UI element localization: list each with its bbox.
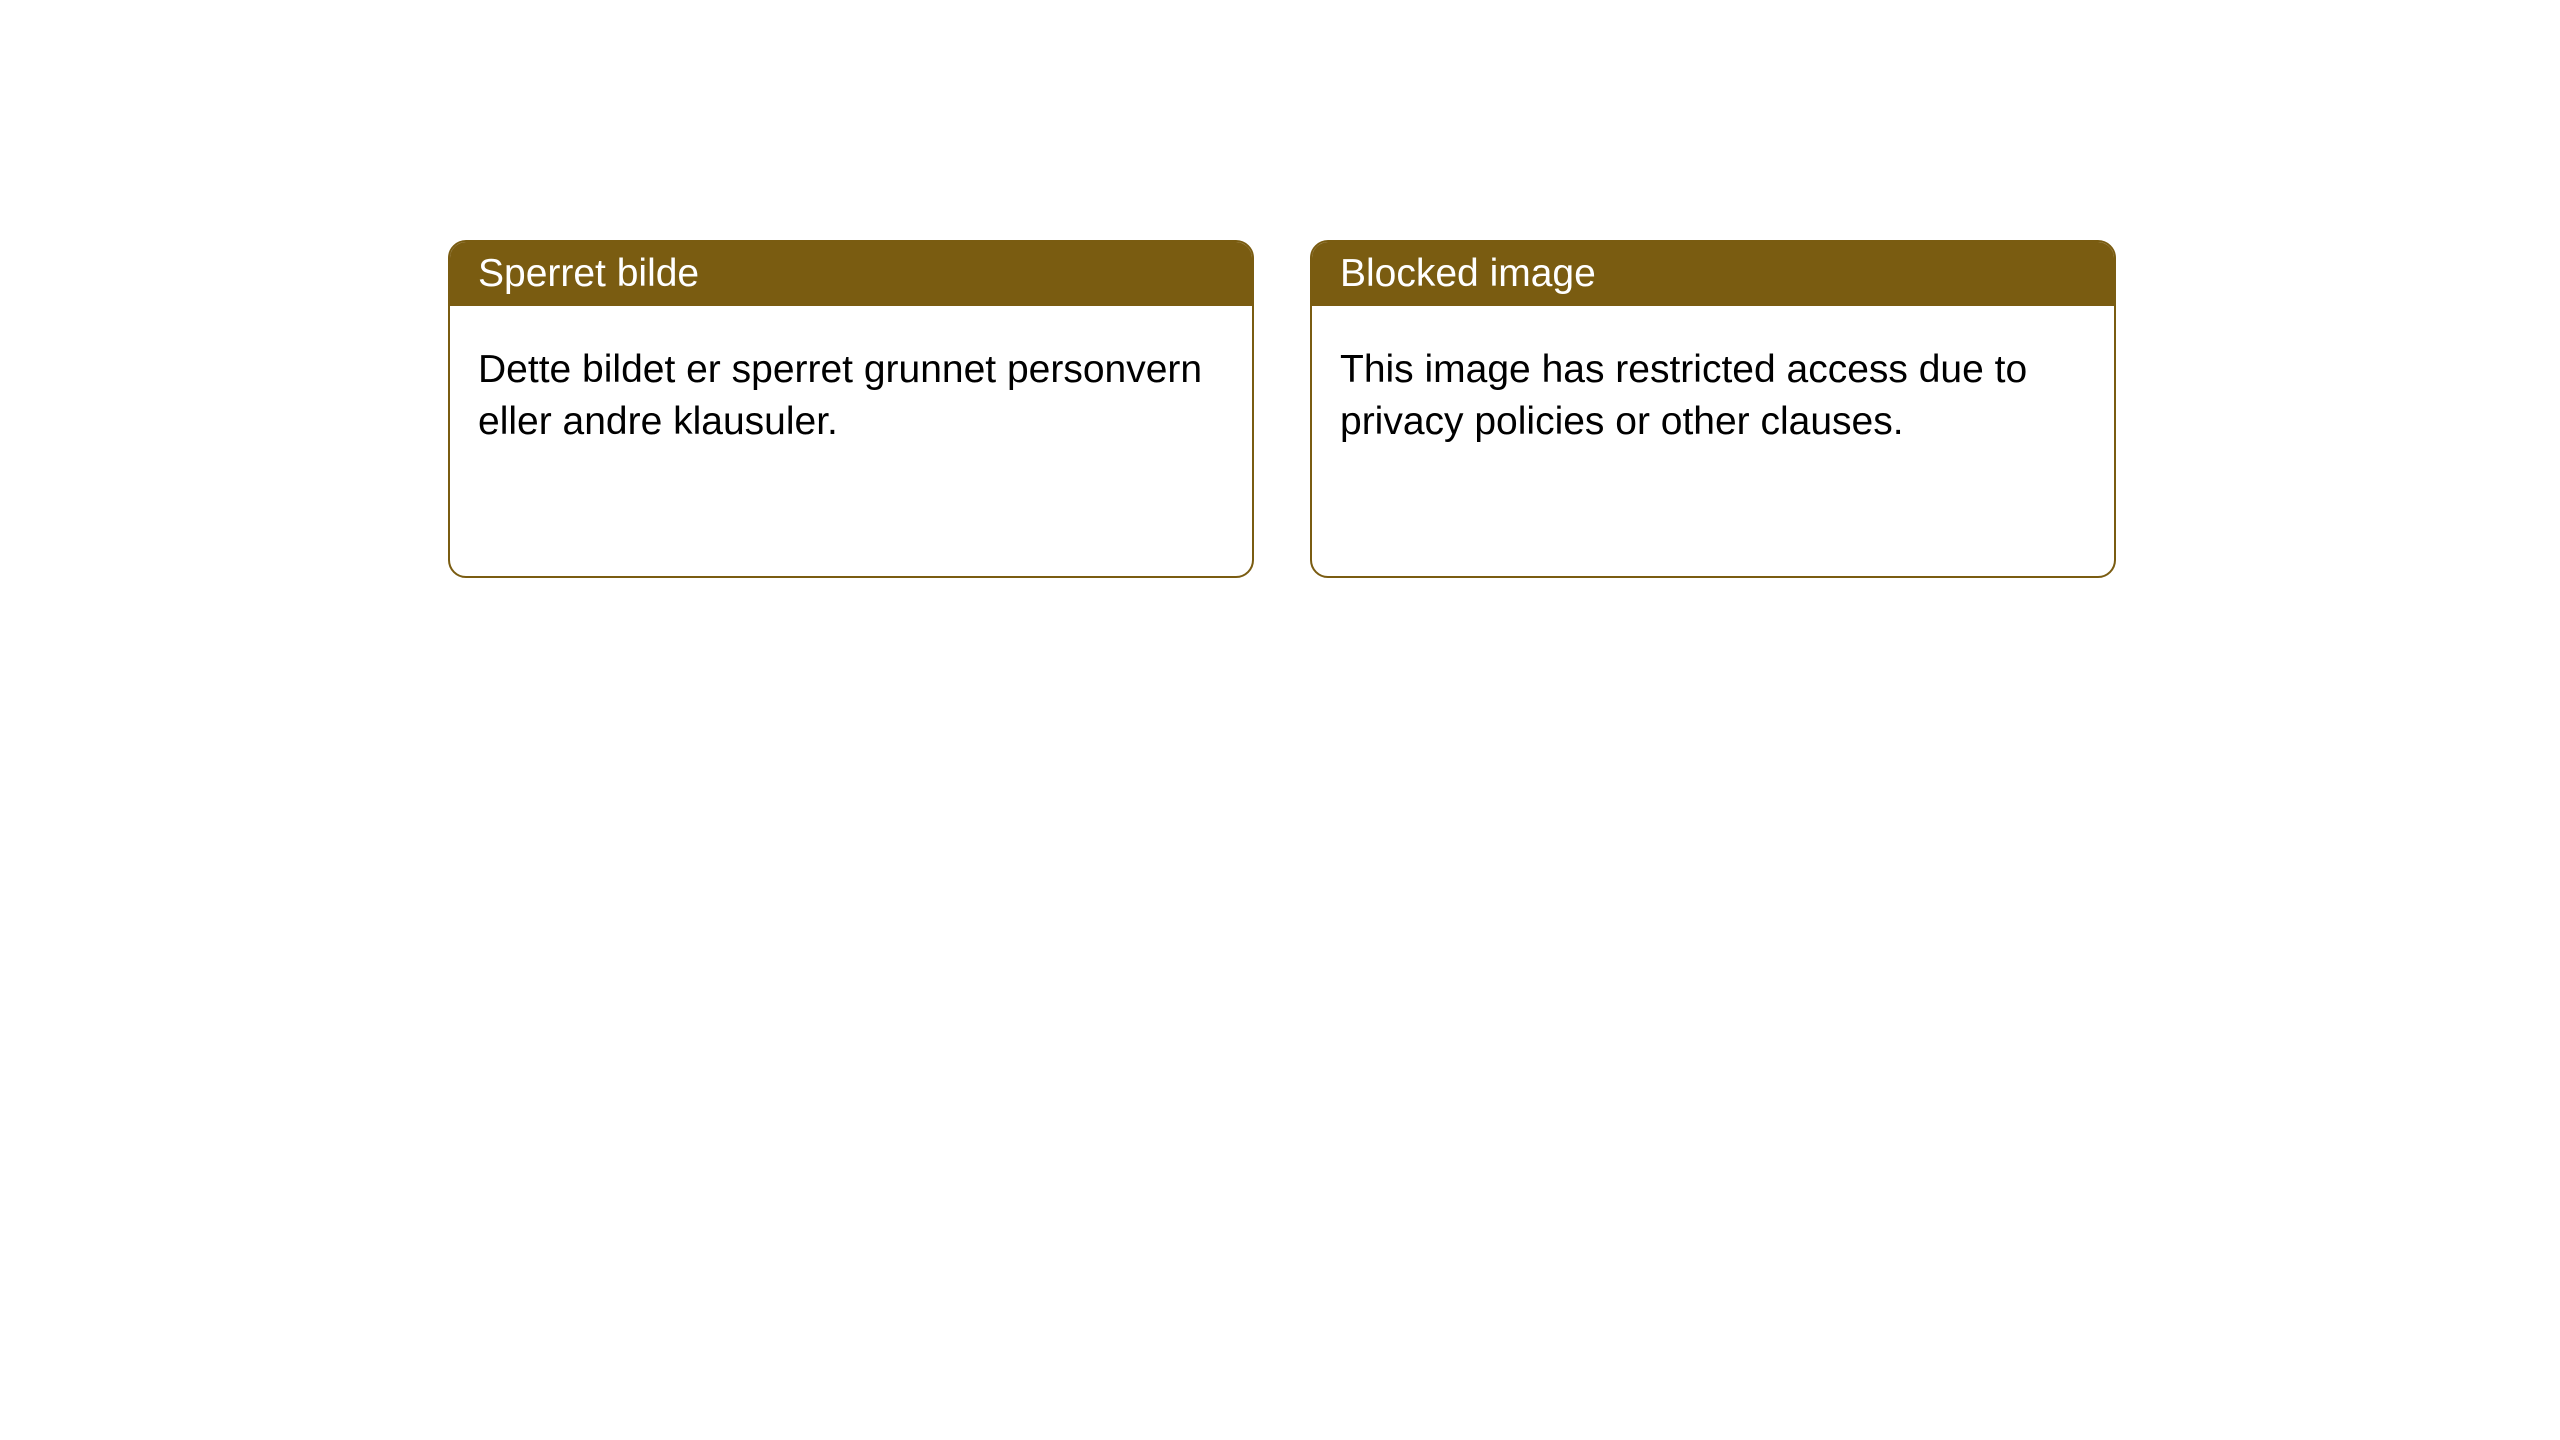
blocked-image-card-en: Blocked image This image has restricted … [1310, 240, 2116, 578]
card-header-en: Blocked image [1312, 242, 2114, 306]
card-body-no: Dette bildet er sperret grunnet personve… [450, 306, 1252, 486]
card-header-no: Sperret bilde [450, 242, 1252, 306]
card-body-en: This image has restricted access due to … [1312, 306, 2114, 486]
blocked-image-card-no: Sperret bilde Dette bildet er sperret gr… [448, 240, 1254, 578]
card-container: Sperret bilde Dette bildet er sperret gr… [448, 240, 2116, 578]
